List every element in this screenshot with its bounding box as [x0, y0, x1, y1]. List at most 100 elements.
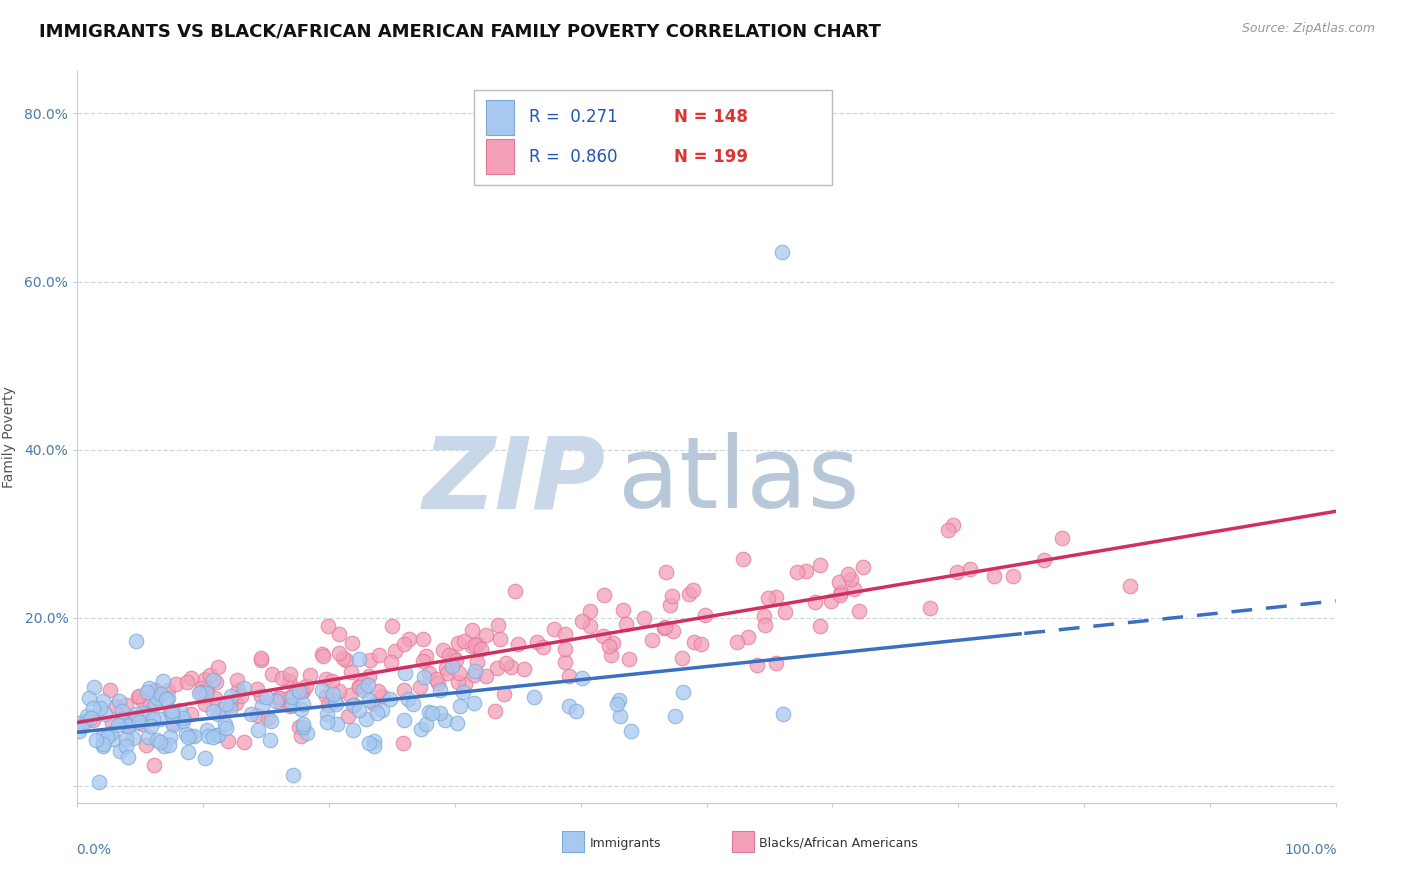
Point [754, 617, 776, 632]
Point [321, 674, 343, 689]
Point [503, 583, 526, 598]
Point [132, 694, 155, 708]
Point [315, 689, 337, 703]
Point [290, 685, 312, 699]
Point [756, 591, 779, 606]
Point [159, 705, 181, 719]
Bar [562, 831, 585, 852]
Point [149, 687, 172, 701]
Point [176, 674, 198, 689]
Text: 100.0%: 100.0% [1284, 843, 1337, 857]
Text: R =  0.271: R = 0.271 [529, 109, 617, 127]
Point [157, 738, 180, 752]
Point [250, 650, 273, 665]
Point [142, 712, 165, 726]
Point [426, 676, 449, 690]
Point [342, 698, 364, 712]
Point [347, 680, 370, 694]
Point [290, 702, 312, 716]
Point [139, 719, 162, 733]
Point [918, 600, 941, 615]
Point [851, 559, 873, 574]
Point [159, 730, 181, 744]
Point [664, 709, 686, 723]
Point [449, 698, 471, 713]
Point [463, 696, 485, 710]
Point [654, 620, 676, 634]
Point [215, 721, 238, 735]
Point [359, 653, 381, 667]
Point [592, 588, 614, 602]
Point [160, 704, 183, 718]
Point [83, 681, 105, 695]
Point [135, 738, 157, 752]
Point [592, 629, 614, 643]
Point [107, 718, 129, 732]
Point [200, 667, 222, 681]
Point [848, 604, 870, 618]
Point [765, 591, 787, 605]
Point [402, 697, 425, 711]
Point [91, 737, 114, 751]
Point [808, 619, 831, 633]
Point [100, 682, 122, 697]
Point [731, 551, 754, 566]
Point [335, 653, 357, 667]
Point [513, 662, 536, 676]
Point [384, 644, 406, 658]
Point [773, 605, 796, 619]
Point [156, 682, 179, 697]
FancyBboxPatch shape [474, 90, 832, 185]
Text: atlas: atlas [619, 433, 860, 530]
Point [470, 642, 492, 657]
Point [128, 714, 150, 729]
Point [252, 698, 274, 713]
Point [280, 690, 302, 705]
Point [226, 683, 249, 698]
Point [188, 686, 211, 700]
Point [506, 637, 529, 651]
Point [936, 523, 959, 537]
Point [131, 717, 153, 731]
Point [446, 716, 468, 731]
Point [267, 691, 290, 706]
Point [91, 739, 114, 754]
Point [394, 665, 416, 680]
Point [207, 728, 229, 742]
Point [312, 649, 335, 664]
Point [191, 681, 214, 696]
Text: ZIP: ZIP [423, 433, 606, 530]
Point [557, 669, 579, 683]
Point [73, 714, 96, 728]
Point [579, 604, 602, 618]
Point [149, 734, 172, 748]
Point [176, 730, 198, 744]
Point [143, 757, 166, 772]
Point [131, 706, 153, 720]
Point [959, 562, 981, 576]
Point [290, 729, 312, 743]
Point [246, 707, 269, 722]
Point [837, 566, 859, 581]
Point [219, 698, 242, 713]
Text: Blacks/African Americans: Blacks/African Americans [759, 837, 918, 849]
Point [617, 652, 640, 666]
Point [412, 670, 434, 684]
Point [659, 598, 682, 612]
Point [380, 655, 402, 669]
Point [820, 594, 842, 608]
Point [270, 697, 292, 711]
Point [146, 690, 169, 705]
Point [202, 731, 225, 745]
Point [115, 718, 138, 732]
Point [201, 673, 224, 687]
Bar [731, 831, 755, 852]
Point [451, 685, 474, 699]
Point [80, 711, 103, 725]
Point [612, 603, 634, 617]
Point [100, 715, 122, 730]
Point [418, 665, 440, 680]
Point [336, 709, 359, 723]
Point [136, 730, 159, 744]
Point [292, 717, 315, 731]
